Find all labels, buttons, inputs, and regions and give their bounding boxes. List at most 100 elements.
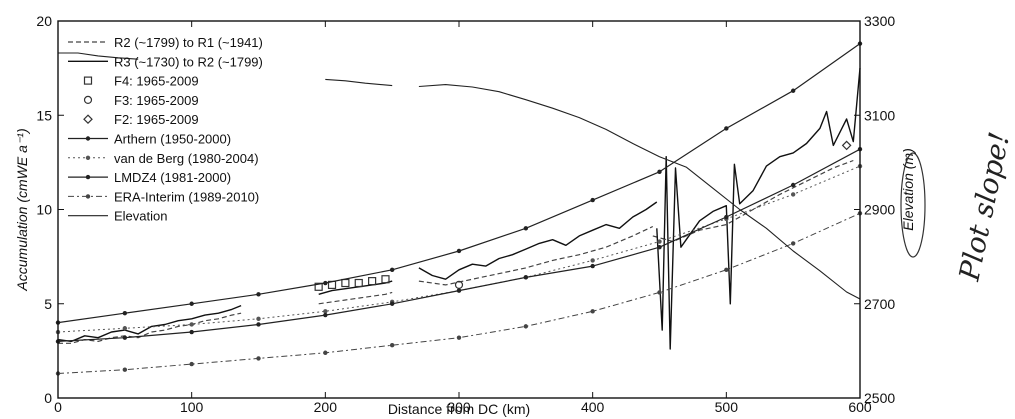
tick-labels: 0 100 200 300 400 500 600 0 5 10 15 20 2500 2700 2900 3…: [36, 13, 895, 415]
y-right-tick-label: 3300: [864, 13, 895, 29]
legend-marker: [85, 155, 91, 160]
series-line-segment: [418, 84, 861, 300]
legend-entry-r3-1730-to-r2-1799: R3 (~1730) to R2 (~1799): [68, 54, 263, 69]
x-axis-label: Distance from DC (km): [388, 401, 530, 417]
data-point: [323, 312, 328, 318]
x-tick-label: 100: [180, 399, 204, 415]
series-era-interim-1989-2010: [55, 211, 863, 376]
data-point: [657, 239, 662, 244]
legend-label: F3: 1965-2009: [114, 93, 199, 108]
data-point: [122, 367, 128, 372]
legend-entry-elevation: Elevation: [68, 209, 167, 224]
y-left-tick-label: 0: [44, 390, 52, 406]
legend-label: R3 (~1730) to R2 (~1799): [114, 54, 263, 69]
series-line-segment: [58, 312, 242, 344]
data-point: [189, 329, 194, 335]
series-line-segment: [58, 52, 139, 60]
series-r2-1799-to-r1-1941: [58, 159, 854, 344]
data-point: [256, 292, 261, 297]
series-line-segment: [656, 68, 861, 350]
data-point: [456, 288, 462, 293]
handwritten-annotation: Plot slope!: [900, 129, 1015, 284]
data-point: [341, 278, 350, 288]
data-point: [724, 126, 729, 131]
data-point: [724, 267, 729, 273]
y-right-tick-label: 2500: [864, 390, 895, 406]
series-line-segment: [418, 201, 658, 280]
data-point: [590, 263, 595, 269]
data-point: [323, 309, 328, 314]
data-point: [122, 326, 128, 331]
y-left-axis-label: Accumulation (cmWE a⁻¹): [14, 128, 30, 291]
data-point: [590, 258, 595, 263]
legend-entry-r2-1799-to-r1-1941: R2 (~1799) to R1 (~1941): [68, 35, 263, 50]
data-point: [314, 282, 323, 291]
data-point: [724, 214, 729, 220]
data-point: [323, 350, 328, 355]
series-line-segment: [57, 212, 861, 374]
data-point: [790, 241, 796, 246]
legend-entry-van-de-berg-1980-2004: van de Berg (1980-2004): [68, 151, 259, 166]
data-point: [189, 301, 194, 306]
legend-label: F4: 1965-2009: [114, 74, 199, 89]
legend-label: LMDZ4 (1981-2000): [114, 170, 231, 185]
data-point: [657, 290, 662, 295]
series-lmdz4-1981-2000: [55, 146, 863, 344]
data-point: [657, 245, 662, 250]
data-point: [657, 169, 662, 174]
y-left-tick-label: 20: [36, 13, 52, 29]
series-line-segment: [57, 304, 242, 343]
legend-marker: [85, 194, 91, 199]
data-point: [590, 197, 595, 203]
annotation-circle: [900, 152, 926, 258]
data-point: [523, 226, 529, 231]
data-point: [122, 335, 128, 340]
data-point: [523, 324, 529, 329]
data-point: [256, 356, 261, 361]
legend-entry-f3-1965-2009: F3: 1965-2009: [83, 93, 199, 108]
series-line-segment: [325, 78, 393, 87]
series-elevation: [58, 52, 861, 300]
legend-label: ERA-Interim (1989-2010): [114, 189, 259, 204]
legend-label: van de Berg (1980-2004): [114, 151, 259, 166]
data-point: [590, 309, 595, 314]
legend-label: F2: 1965-2009: [114, 112, 199, 127]
data-point: [256, 322, 261, 327]
legend: R2 (~1799) to R1 (~1941) R3 (~1730) to R2…: [68, 35, 263, 224]
legend-label: Elevation: [114, 209, 167, 224]
data-point: [368, 277, 377, 286]
y-left-tick-label: 15: [36, 107, 52, 123]
legend-label: R2 (~1799) to R1 (~1941): [114, 35, 263, 50]
x-tick-label: 500: [715, 399, 739, 415]
data-point: [354, 278, 363, 288]
data-point: [456, 248, 462, 254]
data-point: [389, 343, 395, 348]
data-point: [389, 267, 395, 273]
legend-marker: [83, 114, 93, 125]
x-tick-label: 300: [447, 399, 471, 415]
data-point: [841, 140, 852, 151]
series-f2-1965-2009: [841, 140, 852, 151]
series-r3-1730-to-r2-1799: [57, 68, 861, 350]
data-point: [122, 310, 128, 316]
legend-marker: [83, 95, 93, 105]
data-point: [323, 280, 328, 286]
data-point: [790, 182, 796, 188]
x-tick-label: 600: [848, 399, 872, 415]
data-point: [189, 361, 194, 367]
data-point: [456, 335, 462, 340]
legend-entry-f4-1965-2009: F4: 1965-2009: [83, 74, 199, 89]
data-point: [790, 88, 796, 93]
data-point: [523, 275, 529, 280]
x-tick-label: 400: [581, 399, 605, 415]
series-line-segment: [318, 291, 393, 305]
y-left-tick-label: 10: [36, 202, 52, 218]
y-right-tick-label: 2900: [864, 202, 895, 218]
data-point: [381, 275, 390, 284]
y-left-tick-label: 5: [44, 296, 52, 312]
legend-marker: [83, 76, 93, 85]
legend-label: Arthern (1950-2000): [114, 132, 231, 147]
series-line-segment: [418, 225, 654, 286]
legend-entry-arthern-1950-2000: Arthern (1950-2000): [68, 132, 231, 147]
data-point: [256, 316, 261, 322]
